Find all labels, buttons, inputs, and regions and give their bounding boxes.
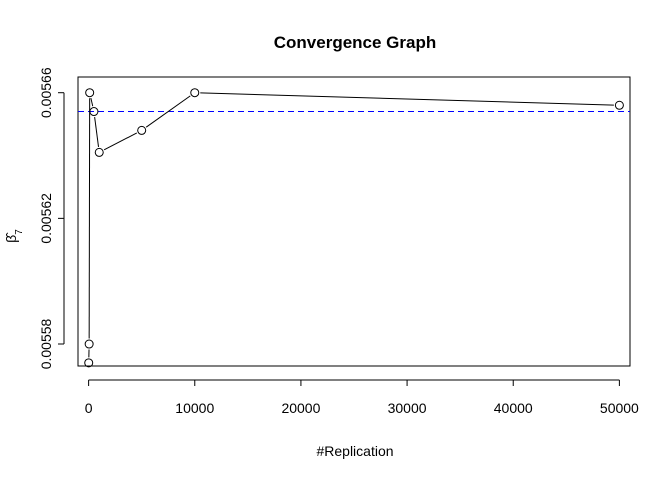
x-tick-label: 30000 <box>388 400 427 416</box>
data-point <box>89 107 99 117</box>
y-axis-label: β̂7 <box>3 229 25 243</box>
x-axis: 0 10000 20000 30000 40000 50000 <box>85 379 639 416</box>
x-axis-label: #Replication <box>316 443 393 459</box>
series-line-group <box>88 92 614 358</box>
data-point <box>85 88 95 98</box>
y-tick-label: 0.00562 <box>38 193 54 244</box>
data-point <box>84 358 94 368</box>
x-tick-label: 40000 <box>494 400 533 416</box>
y-axis: 0.00558 0.00562 0.00566 <box>38 67 65 369</box>
x-tick-label: 20000 <box>281 400 320 416</box>
series-line-segment <box>94 116 100 148</box>
x-tick-label: 10000 <box>175 400 214 416</box>
y-axis-label-base: β̂ <box>3 232 19 243</box>
plot-frame <box>77 76 631 367</box>
data-point <box>84 339 94 349</box>
series-line-segment <box>200 92 614 106</box>
series-line-segment <box>88 98 91 339</box>
series-line-segment <box>90 97 94 107</box>
series-line-segment <box>145 95 191 128</box>
y-tick-label: 0.00558 <box>38 318 54 369</box>
y-tick-label: 0.00566 <box>38 67 54 118</box>
data-point <box>190 88 200 98</box>
data-point <box>94 147 104 157</box>
chart-title: Convergence Graph <box>274 33 437 52</box>
points-group <box>84 88 624 368</box>
x-tick-label: 0 <box>85 400 93 416</box>
x-tick-label: 50000 <box>600 400 639 416</box>
y-axis-label-sub: 7 <box>14 229 25 235</box>
data-point <box>614 100 624 110</box>
data-point <box>137 125 147 135</box>
series-line-segment <box>103 132 138 151</box>
